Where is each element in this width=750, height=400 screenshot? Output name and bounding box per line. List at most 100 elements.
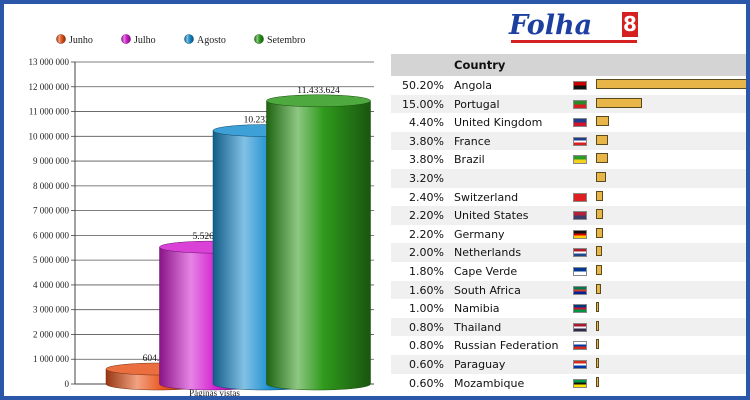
- row-country: Angola: [454, 79, 493, 92]
- row-percent: 3.80%: [409, 134, 444, 148]
- row-bar: [596, 283, 601, 294]
- y-tick-label: 5 000 000: [33, 255, 70, 265]
- legend-label-agosto: Agosto: [197, 35, 226, 46]
- row-country: Paraguay: [454, 357, 506, 371]
- row-percent: 3.80%: [409, 153, 444, 167]
- table-row: 3.20%: [391, 168, 746, 188]
- flag-icon: [573, 341, 587, 351]
- y-tick-label: 4 000 000: [33, 280, 70, 290]
- flag-icon: [573, 248, 587, 258]
- table-row: 1.80% Cape Verde: [391, 261, 746, 281]
- table-row: 4.40% United Kingdom: [391, 113, 746, 132]
- row-bar: [596, 116, 610, 127]
- flag-icon: [573, 266, 587, 276]
- legend-label-setembro: Setembro: [267, 35, 305, 46]
- row-country: Cape Verde: [454, 264, 518, 278]
- table-row: 0.60% Mozambique: [391, 373, 746, 393]
- flag-icon: [573, 322, 587, 332]
- flag-icon: [573, 192, 587, 202]
- row-percent: 15.00%: [402, 97, 444, 111]
- row-bar: [596, 264, 602, 275]
- table-row: 2.40% Switzerland: [391, 187, 746, 207]
- row-bar: [596, 190, 604, 201]
- table-row: 0.80% Thailand: [391, 317, 746, 337]
- row-country: Thailand: [454, 320, 502, 334]
- y-tick-label: 6 000 000: [33, 230, 70, 240]
- flag-icon: [573, 81, 587, 90]
- row-percent: 0.80%: [409, 320, 444, 334]
- flag-icon: [573, 99, 587, 109]
- table-row: 15.00% Portugal: [391, 94, 746, 114]
- bar-top-setembro: [266, 94, 371, 108]
- row-bar: [596, 357, 599, 368]
- table-body: 50.20% Angola 15.00% Portugal 4.40% United Ki…: [391, 76, 746, 393]
- row-percent: 50.20%: [402, 79, 444, 92]
- table-row: 2.20% Germany: [391, 224, 746, 244]
- folha8-logo[interactable]: Folha 8: [509, 9, 639, 49]
- row-percent: 0.80%: [409, 339, 444, 353]
- logo-text: Folha: [509, 10, 593, 41]
- y-tick-label: 7 000 000: [33, 206, 70, 216]
- row-percent: 2.40%: [409, 190, 444, 204]
- row-country: Brazil: [454, 153, 485, 167]
- flag-icon: [573, 359, 587, 369]
- x-axis-label: Páginas vistas: [189, 388, 240, 398]
- y-tick-label: 8 000 000: [33, 181, 70, 191]
- flag-icon: [573, 229, 587, 239]
- row-percent: 2.00%: [409, 246, 444, 260]
- row-percent: 1.00%: [409, 302, 444, 316]
- row-percent: 1.80%: [409, 264, 444, 278]
- row-bar: [596, 302, 600, 313]
- row-bar: [596, 79, 746, 89]
- data-label-junho: 604.698: [143, 354, 174, 364]
- y-tick-label: 11 000 000: [29, 107, 70, 117]
- row-country: Switzerland: [454, 190, 519, 204]
- flag-icon: [573, 118, 587, 128]
- logo-underline: [511, 40, 637, 43]
- row-bar: [596, 320, 599, 331]
- flag-icon: [573, 285, 587, 295]
- row-bar: [596, 171, 606, 182]
- row-percent: 2.20%: [409, 227, 444, 241]
- flag-icon: [573, 136, 587, 146]
- legend-marker-julho: [121, 34, 131, 44]
- row-bar: [596, 209, 603, 220]
- legend-marker-junho: [56, 34, 66, 44]
- y-tick-label: 0: [65, 379, 70, 389]
- logo-badge: 8: [622, 12, 638, 37]
- row-percent: 0.60%: [409, 376, 444, 390]
- row-bar: [596, 97, 643, 108]
- table-row: 2.00% Netherlands: [391, 243, 746, 262]
- y-tick-label: 12 000 000: [29, 82, 70, 92]
- country-column-header: Country: [454, 58, 506, 72]
- row-country: Portugal: [454, 97, 500, 111]
- row-bar: [596, 376, 599, 387]
- y-tick-label: 10 000 000: [29, 131, 70, 141]
- row-country: United Kingdom: [454, 116, 543, 130]
- row-bar: [596, 246, 603, 257]
- table-row: 50.20% Angola: [391, 76, 746, 95]
- y-tick-label: 9 000 000: [33, 156, 70, 166]
- page-views-chart: 0 1 000 000 2 000 000 3 000 000 4 000 000 5 0…: [29, 34, 374, 398]
- row-country: United States: [454, 209, 529, 223]
- row-bar: [596, 153, 608, 164]
- flag-icon: [573, 304, 587, 314]
- legend-marker-agosto: [184, 34, 194, 44]
- flag-icon: [573, 155, 587, 165]
- row-percent: 2.20%: [409, 209, 444, 223]
- row-bar: [596, 339, 599, 350]
- row-country: Mozambique: [454, 376, 525, 390]
- data-label-agosto: 10.232.408: [244, 116, 287, 126]
- table-header: Country: [391, 54, 746, 76]
- row-country: Netherlands: [454, 246, 522, 260]
- table-row: 3.80% France: [391, 131, 746, 151]
- table-row: 1.00% Namibia: [391, 299, 746, 318]
- row-percent: 0.60%: [409, 357, 444, 371]
- flag-icon: [573, 211, 587, 221]
- row-country: South Africa: [454, 283, 521, 297]
- table-row: 3.80% Brazil: [391, 150, 746, 169]
- table-row: 1.60% South Africa: [391, 280, 746, 300]
- y-tick-label: 1 000 000: [33, 354, 70, 364]
- row-country: France: [454, 134, 491, 148]
